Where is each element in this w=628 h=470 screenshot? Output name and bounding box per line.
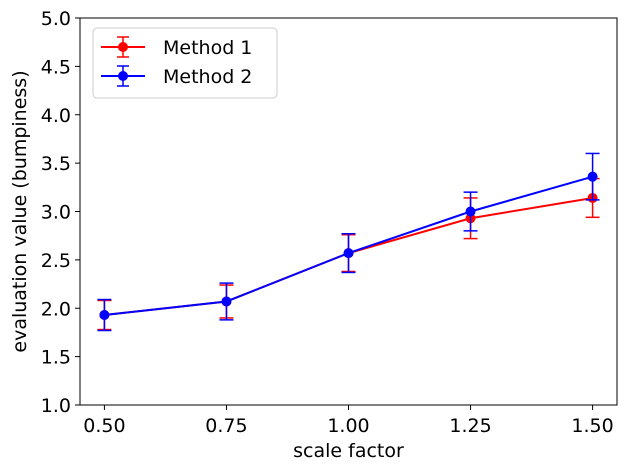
y-tick-label: 4.0 (41, 105, 71, 127)
y-tick-label: 2.5 (41, 250, 71, 272)
x-axis: 0.50 0.75 1.00 1.25 1.50 (83, 405, 614, 437)
x-tick-label: 0.75 (205, 415, 247, 437)
legend-marker (118, 42, 128, 52)
data-point (343, 248, 354, 259)
legend: Method 1 Method 2 (92, 27, 278, 99)
y-tick-label: 1.0 (41, 395, 71, 417)
data-point (587, 171, 598, 182)
legend-entry: Method 1 (101, 36, 252, 59)
y-tick-label: 2.0 (41, 298, 71, 320)
legend-label: Method 1 (163, 37, 252, 59)
y-axis: 1.0 1.5 2.0 2.5 3.0 3.5 4.0 4.5 5.0 (41, 8, 80, 417)
legend-label: Method 2 (163, 66, 252, 88)
y-axis-title: evaluation value (bumpiness) (9, 70, 31, 352)
data-point (99, 310, 110, 321)
y-tick-label: 4.5 (41, 56, 71, 78)
y-tick-label: 3.5 (41, 153, 71, 175)
x-tick-label: 1.00 (327, 415, 369, 437)
x-tick-label: 0.50 (83, 415, 125, 437)
x-tick-label: 1.50 (571, 415, 613, 437)
series-2 (97, 152, 600, 332)
legend-marker (118, 71, 128, 81)
data-point (221, 296, 232, 307)
y-tick-label: 5.0 (41, 8, 71, 30)
legend-box (92, 27, 278, 99)
series-layer (97, 152, 600, 332)
y-tick-label: 3.0 (41, 202, 71, 224)
data-point (465, 206, 476, 217)
x-tick-label: 1.25 (449, 415, 491, 437)
x-axis-title: scale factor (293, 440, 404, 462)
y-tick-label: 1.5 (41, 347, 71, 369)
legend-entry: Method 2 (101, 65, 252, 88)
